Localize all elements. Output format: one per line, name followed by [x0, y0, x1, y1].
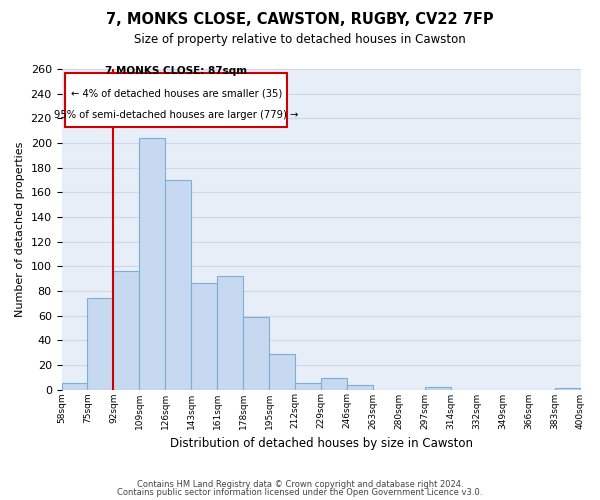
Bar: [191, 284, 217, 390]
Text: 95% of semi-detached houses are larger (779) →: 95% of semi-detached houses are larger (…: [54, 110, 299, 120]
Bar: [347, 384, 373, 390]
Bar: [269, 354, 295, 390]
Bar: [554, 388, 580, 390]
Bar: [321, 378, 347, 390]
Bar: [166, 180, 191, 390]
Bar: [113, 271, 139, 390]
Bar: [62, 384, 88, 390]
FancyBboxPatch shape: [65, 72, 287, 127]
Text: Contains public sector information licensed under the Open Government Licence v3: Contains public sector information licen…: [118, 488, 482, 497]
Bar: [243, 317, 269, 390]
Bar: [139, 138, 166, 390]
Text: ← 4% of detached houses are smaller (35): ← 4% of detached houses are smaller (35): [71, 88, 282, 98]
Bar: [295, 384, 321, 390]
Bar: [425, 387, 451, 390]
Text: Contains HM Land Registry data © Crown copyright and database right 2024.: Contains HM Land Registry data © Crown c…: [137, 480, 463, 489]
Text: 7, MONKS CLOSE, CAWSTON, RUGBY, CV22 7FP: 7, MONKS CLOSE, CAWSTON, RUGBY, CV22 7FP: [106, 12, 494, 28]
Text: 7 MONKS CLOSE: 87sqm: 7 MONKS CLOSE: 87sqm: [105, 66, 247, 76]
Bar: [217, 276, 243, 390]
Bar: [88, 298, 113, 390]
Text: Size of property relative to detached houses in Cawston: Size of property relative to detached ho…: [134, 32, 466, 46]
X-axis label: Distribution of detached houses by size in Cawston: Distribution of detached houses by size …: [170, 437, 473, 450]
Y-axis label: Number of detached properties: Number of detached properties: [15, 142, 25, 317]
